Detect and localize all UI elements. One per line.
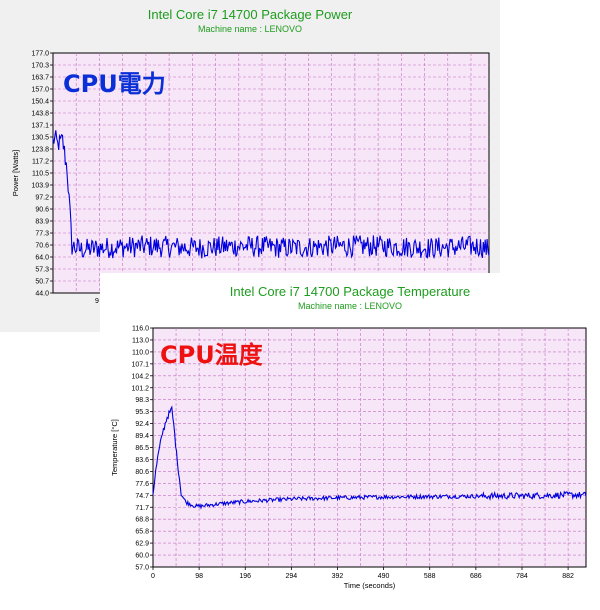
y-axis-label: Power [Watts]: [11, 150, 20, 196]
y-tick-label: 123.8: [31, 147, 49, 154]
y-tick-label: 150.4: [31, 99, 49, 106]
y-tick-label: 65.8: [135, 529, 149, 536]
x-tick-label: 9: [95, 298, 99, 305]
power-chart-subtitle: Machine name : LENOVO: [197, 24, 303, 34]
y-axis-label: Temperature [°C]: [110, 419, 119, 476]
x-tick-label: 98: [195, 573, 203, 580]
temperature-chart-title: Intel Core i7 14700 Package Temperature: [229, 284, 471, 299]
y-tick-label: 95.3: [135, 409, 149, 416]
series-line: [52, 130, 490, 260]
y-tick-label: 62.9: [135, 541, 149, 548]
y-tick-label: 110.0: [132, 349, 149, 356]
y-tick-label: 163.7: [31, 75, 49, 82]
y-tick-label: 77.6: [135, 481, 149, 488]
y-tick-label: 97.2: [35, 195, 49, 202]
y-tick-label: 137.1: [31, 123, 49, 130]
y-tick-label: 77.3: [35, 231, 49, 238]
y-tick-label: 117.2: [32, 159, 49, 166]
y-tick-label: 44.0: [35, 291, 49, 298]
y-tick-label: 71.7: [135, 505, 149, 512]
y-tick-label: 86.5: [135, 445, 149, 452]
y-tick-label: 104.2: [131, 373, 149, 380]
series-line: [152, 405, 587, 510]
y-tick-label: 90.6: [35, 207, 49, 214]
y-tick-label: 98.3: [135, 397, 149, 404]
x-tick-label: 784: [516, 573, 528, 580]
x-tick-label: 196: [239, 573, 251, 580]
y-tick-label: 157.0: [31, 87, 49, 94]
y-tick-label: 50.7: [35, 279, 49, 286]
y-tick-label: 116.0: [132, 326, 149, 333]
y-tick-label: 101.2: [131, 385, 149, 392]
temperature-overlay-label: CPU温度: [160, 341, 263, 369]
x-tick-label: 490: [378, 573, 390, 580]
y-tick-label: 89.4: [135, 433, 149, 440]
y-tick-label: 68.8: [135, 517, 149, 524]
x-tick-label: 0: [151, 573, 155, 580]
power-chart-title: Intel Core i7 14700 Package Power: [147, 7, 353, 22]
power-overlay-label: CPU電力: [63, 70, 166, 98]
y-tick-label: 130.5: [31, 135, 49, 142]
y-tick-label: 110.5: [32, 171, 49, 178]
x-tick-label: 686: [470, 573, 482, 580]
y-tick-label: 57.0: [135, 565, 149, 572]
x-tick-label: 294: [286, 573, 298, 580]
y-tick-label: 143.8: [31, 111, 49, 118]
x-tick-label: 882: [562, 573, 574, 580]
y-tick-label: 92.4: [135, 421, 149, 428]
y-tick-label: 70.6: [35, 243, 49, 250]
y-tick-label: 170.3: [31, 63, 49, 70]
x-tick-label: 392: [332, 573, 344, 580]
y-tick-label: 103.9: [31, 183, 49, 190]
y-tick-label: 60.0: [135, 553, 149, 560]
x-axis-label: Time (seconds): [344, 581, 396, 590]
x-tick-label: 588: [424, 573, 436, 580]
temperature-chart-subtitle: Machine name : LENOVO: [297, 301, 403, 311]
y-tick-label: 113.0: [132, 337, 149, 344]
y-tick-label: 64.0: [35, 255, 49, 262]
y-tick-label: 57.3: [35, 267, 49, 274]
y-tick-label: 83.6: [135, 457, 149, 464]
y-tick-label: 80.6: [135, 469, 149, 476]
y-tick-label: 107.1: [131, 361, 149, 368]
y-tick-label: 177.0: [31, 51, 49, 58]
y-tick-label: 83.9: [35, 219, 49, 226]
y-tick-label: 74.7: [135, 493, 149, 500]
